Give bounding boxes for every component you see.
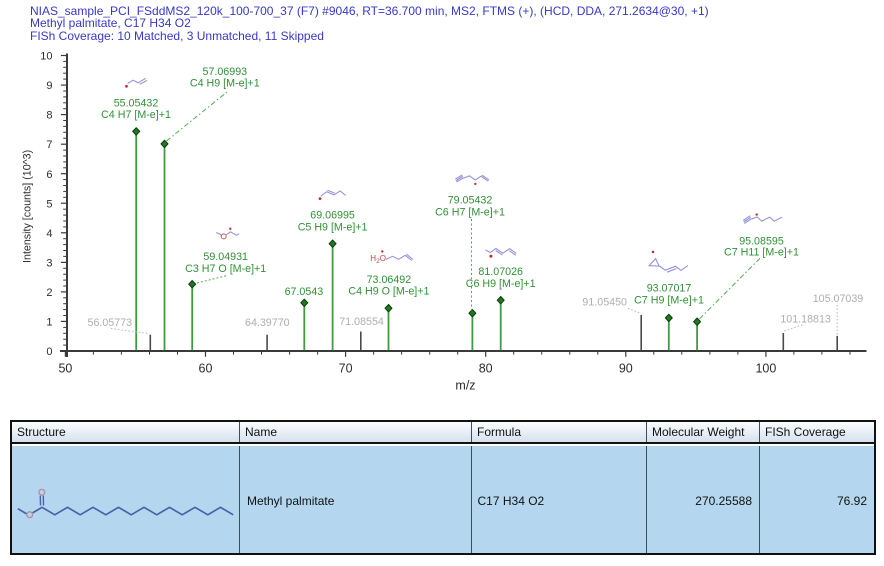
svg-text:50: 50: [58, 362, 72, 376]
svg-text:81.07026: 81.07026: [478, 266, 523, 278]
svg-text:79.05432: 79.05432: [448, 194, 493, 206]
svg-text:6: 6: [46, 169, 52, 181]
svg-text:C4 H9 [M-e]+1: C4 H9 [M-e]+1: [190, 78, 260, 90]
svg-text:1: 1: [46, 317, 52, 329]
svg-text:C4 H9 O [M-e]+1: C4 H9 O [M-e]+1: [348, 286, 429, 298]
svg-text:57.06993: 57.06993: [203, 66, 248, 78]
svg-text:67.0543: 67.0543: [285, 286, 324, 298]
svg-text:73.06492: 73.06492: [367, 274, 412, 286]
svg-text:Intensity [counts] (10^3): Intensity [counts] (10^3): [22, 150, 34, 263]
svg-text:105.07039: 105.07039: [813, 293, 864, 305]
svg-text:10: 10: [40, 51, 52, 63]
svg-text:69.06995: 69.06995: [310, 210, 355, 222]
svg-text:101.18813: 101.18813: [780, 314, 831, 326]
svg-text:91.05450: 91.05450: [582, 296, 627, 308]
svg-text:56.05773: 56.05773: [88, 317, 133, 329]
svg-text:3: 3: [46, 258, 52, 270]
svg-text:C6 H9 [M-e]+1: C6 H9 [M-e]+1: [466, 278, 536, 290]
svg-text:7: 7: [46, 139, 52, 151]
svg-text:5: 5: [46, 198, 52, 210]
svg-text:80: 80: [479, 362, 493, 376]
svg-text:C6 H7 [M-e]+1: C6 H7 [M-e]+1: [435, 206, 505, 218]
svg-text:90: 90: [619, 362, 633, 376]
svg-text:8: 8: [46, 110, 52, 122]
svg-text:71.08554: 71.08554: [339, 316, 384, 328]
svg-text:100: 100: [755, 362, 776, 376]
svg-text:70: 70: [339, 362, 353, 376]
svg-text:59.04931: 59.04931: [203, 251, 248, 263]
svg-text:64.39770: 64.39770: [245, 317, 290, 329]
svg-text:4: 4: [46, 228, 52, 240]
svg-text:C4 H7 [M-e]+1: C4 H7 [M-e]+1: [101, 109, 171, 121]
svg-text:C7 H11 [M-e]+1: C7 H11 [M-e]+1: [724, 247, 799, 259]
svg-text:93.07017: 93.07017: [647, 282, 692, 294]
svg-text:H2O: H2O: [370, 254, 386, 265]
svg-text:C5 H9 [M-e]+1: C5 H9 [M-e]+1: [298, 221, 368, 233]
svg-text:C7 H9 [M-e]+1: C7 H9 [M-e]+1: [634, 295, 704, 307]
svg-text:95.08595: 95.08595: [739, 235, 784, 247]
svg-text:2: 2: [46, 287, 52, 299]
svg-text:0: 0: [46, 346, 52, 358]
svg-text:9: 9: [46, 80, 52, 92]
svg-text:55.05432: 55.05432: [114, 98, 159, 110]
svg-text:60: 60: [199, 362, 213, 376]
svg-text:m/z: m/z: [455, 379, 475, 393]
svg-text:C3 H7 O [M-e]+1: C3 H7 O [M-e]+1: [185, 263, 266, 275]
